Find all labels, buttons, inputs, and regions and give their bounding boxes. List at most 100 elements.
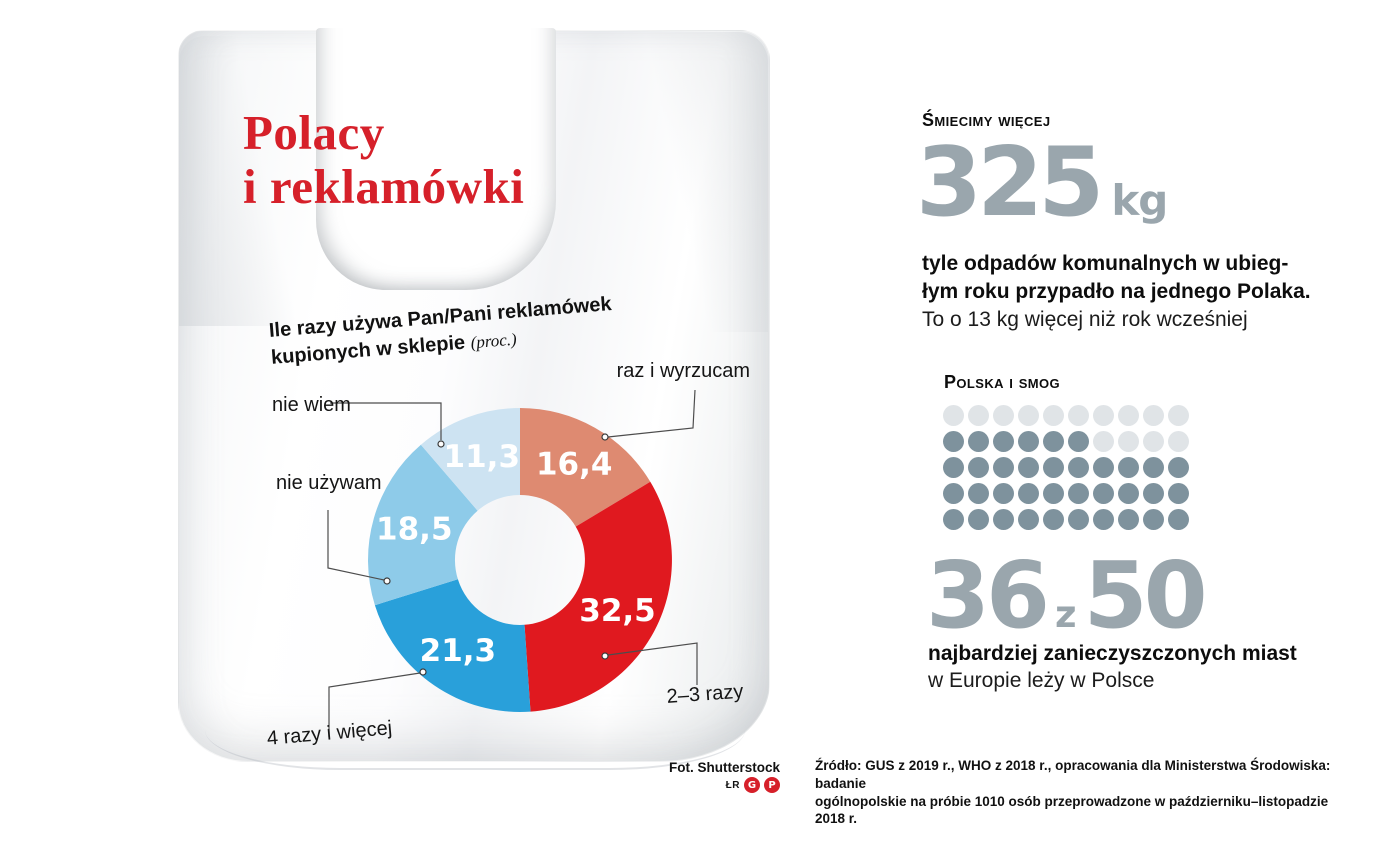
smog-dot-dark (1018, 431, 1039, 452)
smog-dot-row (943, 509, 1189, 530)
logo-g-icon: G (744, 777, 760, 793)
leader-line-raz-i-wyrzucam (607, 389, 696, 438)
page-title: Polacy i reklamówki (243, 106, 524, 214)
smog-dot-dark (943, 483, 964, 504)
smog-connector: z (1055, 593, 1077, 636)
waste-description-regular: To o 13 kg więcej niż rok wcześniej (922, 307, 1248, 331)
smog-dot-dark (1043, 457, 1064, 478)
smog-dot-dark (1068, 483, 1089, 504)
smog-dot-dark (943, 509, 964, 530)
smog-dot-dark (968, 431, 989, 452)
smog-dot-dark (1018, 509, 1039, 530)
donut-leader-lines (327, 389, 698, 737)
donut-segment-2 (374, 579, 531, 712)
smog-dot-dark (1043, 509, 1064, 530)
smog-dot-dark (1118, 457, 1139, 478)
smog-dot-row (943, 431, 1189, 452)
smog-dot-dark (968, 457, 989, 478)
title-line-2: i reklamówki (243, 158, 525, 214)
smog-dot-dark (1043, 483, 1064, 504)
smog-dot-dark (1018, 483, 1039, 504)
donut-segments: 16,4 32,5 21,3 18,5 11,3 (368, 408, 672, 712)
smog-dot-row (943, 405, 1189, 426)
smog-dot-dark (1143, 483, 1164, 504)
smog-dot-dark (968, 509, 989, 530)
smog-total: 50 (1083, 542, 1208, 649)
smog-dot-dark (968, 483, 989, 504)
leader-dot-nie-wiem (437, 440, 445, 448)
source-note: Źródło: GUS z 2019 r., WHO z 2018 r., op… (815, 758, 1331, 827)
smog-dot-dark (1068, 509, 1089, 530)
smog-dot-light (1068, 405, 1089, 426)
waste-big-number: 325 kg (916, 128, 1168, 238)
author-credit-row: ŁR G P (640, 777, 780, 793)
leader-line-nie-wiem (330, 402, 442, 440)
smog-dot-dark (1043, 431, 1064, 452)
bag-handle-cutout (316, 28, 556, 290)
smog-dot-grid (943, 405, 1189, 535)
smog-dot-dark (1118, 483, 1139, 504)
donut-value-label-3: 18,5 (376, 512, 453, 548)
smog-dot-dark (993, 509, 1014, 530)
smog-dot-light (1168, 405, 1189, 426)
donut-value-label-0: 16,4 (536, 446, 613, 482)
smog-dot-light (968, 405, 989, 426)
smog-dot-dark (1018, 457, 1039, 478)
leader-dot-raz-i-wyrzucam (601, 433, 609, 441)
smog-dot-light (1093, 405, 1114, 426)
smog-dot-light (1018, 405, 1039, 426)
smog-dot-dark (1118, 509, 1139, 530)
leader-line-2-3-razy (607, 642, 698, 685)
smog-section-heading: Polska i smog (944, 372, 1061, 392)
smog-dot-dark (1093, 509, 1114, 530)
smog-dot-dark (1143, 457, 1164, 478)
smog-dot-dark (1093, 457, 1114, 478)
smog-dot-dark (943, 431, 964, 452)
smog-dot-dark (993, 457, 1014, 478)
smog-caption-bold: najbardziej zanieczyszczonych miast (928, 642, 1297, 665)
category-label-nie-uzywam: nie używam (276, 472, 382, 494)
donut-segment-1 (524, 481, 672, 712)
donut-value-label-1: 32,5 (579, 593, 656, 629)
category-label-raz-i-wyrzucam: raz i wyrzucam (616, 360, 750, 382)
smog-dot-dark (1068, 457, 1089, 478)
leader-dot-4-razy (419, 668, 427, 676)
leader-dot-nie-uzywam (383, 577, 391, 585)
waste-section-heading: Śmiecimy więcej (922, 110, 1051, 130)
donut-segment-0 (520, 408, 651, 527)
chart-question-note: (proc.) (469, 329, 518, 353)
donut-segment-3 (368, 444, 478, 606)
donut-chart-svg: 16,4 32,5 21,3 18,5 11,3 (327, 389, 698, 737)
photo-credit: Fot. Shutterstock (668, 760, 780, 775)
smog-dot-light (1093, 431, 1114, 452)
smog-dot-dark (993, 431, 1014, 452)
leader-dot-2-3-razy (601, 652, 609, 660)
smog-dot-light (1143, 431, 1164, 452)
smog-dot-dark (1093, 483, 1114, 504)
donut-value-label-2: 21,3 (420, 633, 497, 669)
smog-dot-light (1118, 405, 1139, 426)
smog-caption-regular: w Europie leży w Polsce (928, 669, 1155, 693)
smog-dot-light (1118, 431, 1139, 452)
donut-value-label-4: 11,3 (444, 439, 521, 475)
smog-dot-light (1168, 431, 1189, 452)
smog-dot-dark (1143, 509, 1164, 530)
smog-dot-dark (943, 457, 964, 478)
category-label-nie-wiem: nie wiem (272, 394, 351, 416)
waste-unit: kg (1111, 176, 1168, 225)
author-initials: ŁR (725, 779, 740, 791)
waste-description-bold: tyle odpadów komunalnych w ubieg- łym ro… (922, 252, 1311, 303)
smog-dot-row (943, 483, 1189, 504)
title-line-1: Polacy (243, 105, 385, 160)
waste-value: 325 (916, 128, 1104, 238)
smog-dot-dark (1168, 457, 1189, 478)
waste-description: tyle odpadów komunalnych w ubieg- łym ro… (922, 250, 1311, 334)
donut-segment-4 (420, 408, 520, 511)
smog-dot-light (1043, 405, 1064, 426)
smog-caption: najbardziej zanieczyszczonych miast w Eu… (928, 640, 1297, 695)
smog-big-number: 36 z 50 (926, 542, 1208, 649)
smog-value: 36 (926, 542, 1050, 649)
smog-dot-dark (1068, 431, 1089, 452)
leader-line-4-razy (328, 672, 421, 737)
